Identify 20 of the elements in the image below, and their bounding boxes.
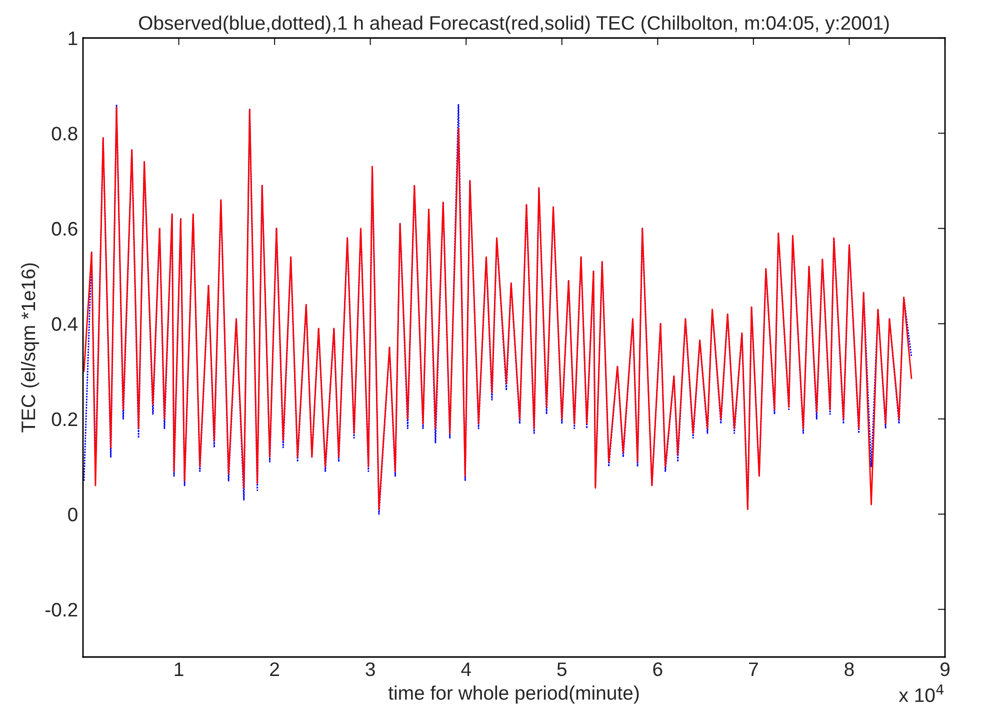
x-tick-label: 3 bbox=[366, 662, 375, 676]
x-axis-title: time for whole period(minute) bbox=[388, 686, 639, 704]
x-tick-label: 5 bbox=[557, 662, 566, 676]
y-tick-label: 0.4 bbox=[52, 317, 78, 331]
x-tick-label: 4 bbox=[461, 662, 471, 676]
x-tick-label: 9 bbox=[940, 662, 950, 676]
x-tick-label: 7 bbox=[749, 662, 758, 676]
y-tick-label: 0.2 bbox=[52, 412, 78, 426]
y-tick-label: 0.8 bbox=[52, 126, 78, 140]
x-tick-label: 8 bbox=[844, 662, 854, 676]
x-tick-label: 6 bbox=[653, 662, 662, 676]
y-axis-title: TEC (el/sqm *1e16) bbox=[20, 263, 40, 432]
x-tick-label: 1 bbox=[174, 662, 184, 676]
y-tick-label: -0.2 bbox=[46, 602, 78, 617]
chart-title: Observed(blue,dotted),1 h ahead Forecast(red,solid) TEC (Chilbolton, m:04:05, y:2001) bbox=[139, 16, 889, 34]
x-tick-label: 2 bbox=[270, 662, 279, 676]
y-tick-label: 0 bbox=[68, 508, 78, 522]
y-tick-label: 0.6 bbox=[52, 222, 78, 236]
y-tick-label: 1 bbox=[68, 32, 78, 46]
text: x 10$^{4}$ bbox=[898, 684, 944, 702]
